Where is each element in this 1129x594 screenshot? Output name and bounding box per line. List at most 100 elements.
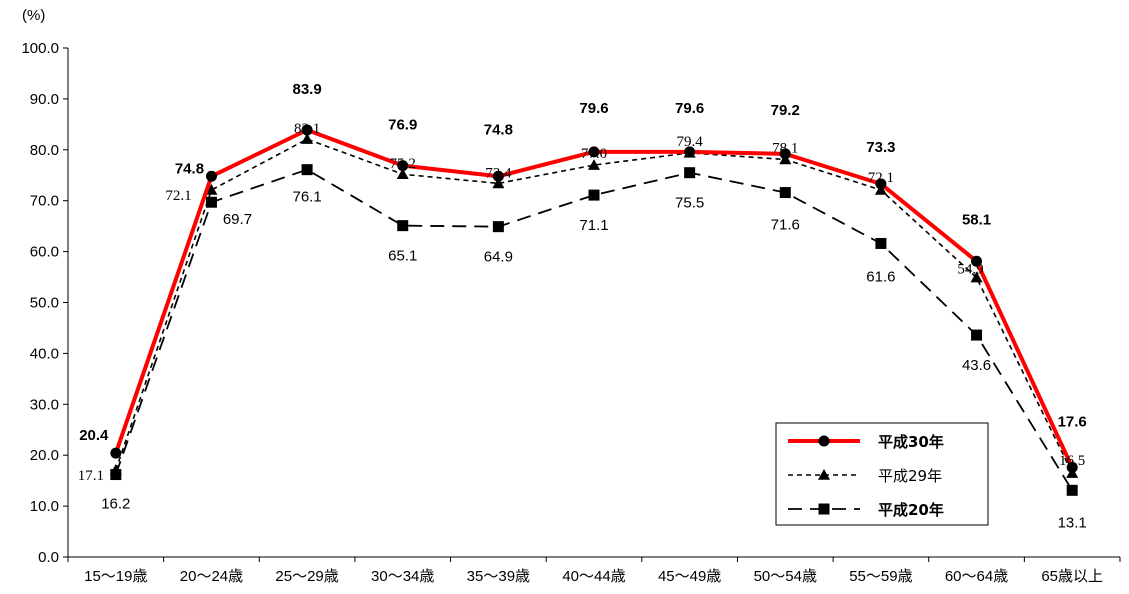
legend-marker [818, 469, 830, 480]
data-label: 78.1 [772, 140, 798, 156]
x-tick-label: 45～49歳 [658, 568, 721, 585]
data-label: 17.1 [78, 468, 104, 484]
y-tick-label: 30.0 [30, 396, 59, 413]
series-h20 [110, 164, 1078, 496]
data-label: 71.1 [579, 217, 608, 234]
series-line [114, 168, 1073, 491]
y-tick-label: 100.0 [21, 40, 59, 57]
data-label: 72.1 [868, 170, 894, 186]
data-point [205, 184, 218, 195]
data-point [492, 177, 505, 189]
data-label: 54.9 [957, 262, 983, 278]
data-label: 65.1 [388, 248, 417, 265]
data-label: 58.1 [962, 211, 991, 228]
data-label: 13.1 [1058, 514, 1087, 531]
data-point [588, 159, 600, 170]
data-label: 73.3 [866, 139, 895, 156]
data-label: 72.1 [165, 188, 191, 204]
legend-label: 平成29年 [878, 467, 942, 485]
data-point [110, 447, 122, 459]
data-point [874, 184, 887, 195]
data-label: 76.1 [292, 189, 321, 206]
data-label: 73.4 [485, 165, 512, 181]
data-label: 43.6 [962, 357, 991, 374]
x-tick-label: 25～29歳 [275, 568, 338, 585]
series-line [113, 127, 1074, 469]
data-point [684, 167, 696, 179]
data-point [397, 220, 409, 232]
data-point [1066, 484, 1078, 496]
data-point [971, 329, 983, 341]
data-point [684, 146, 696, 158]
data-point [875, 178, 887, 190]
data-label: 79.6 [579, 100, 608, 117]
data-point [301, 164, 313, 176]
data-label: 79.6 [675, 100, 704, 117]
data-point [588, 146, 600, 158]
data-point [301, 133, 314, 144]
x-tick-label: 30～34歳 [371, 568, 434, 585]
y-tick-label: 60.0 [30, 244, 59, 261]
x-tick-label: 55～59歳 [849, 568, 912, 585]
x-tick-label: 65歳以上 [1041, 568, 1103, 585]
data-point [875, 237, 887, 249]
x-tick-label: 50～54歳 [754, 568, 817, 585]
legend-marker [818, 435, 830, 447]
y-tick-label: 90.0 [30, 91, 59, 108]
data-label: 16.2 [101, 496, 130, 513]
data-point [301, 124, 313, 136]
data-label: 17.6 [1058, 413, 1087, 430]
y-tick-label: 20.0 [30, 447, 59, 464]
data-label: 75.5 [675, 195, 704, 212]
y-tick-label: 10.0 [30, 498, 59, 515]
data-label: 69.7 [223, 211, 252, 228]
y-tick-label: 0.0 [38, 549, 59, 566]
y-axis-ticks: 0.0 10.0 20.0 30.0 40.0 50.0 60.0 70.0 80.0 90.0 1… [21, 40, 68, 566]
y-axis-unit: (%) [22, 7, 45, 24]
x-tick-label: 40～44歳 [562, 568, 625, 585]
data-label: 79.2 [771, 102, 800, 119]
data-label: 20.4 [79, 427, 109, 444]
data-point [1066, 461, 1078, 473]
data-label: 76.9 [388, 117, 417, 134]
data-label: 16.5 [1059, 453, 1085, 469]
series-h30 [110, 124, 1078, 473]
data-point [397, 160, 409, 172]
data-point [205, 196, 217, 208]
data-label: 75.2 [390, 156, 416, 172]
data-label: 74.8 [484, 121, 513, 138]
x-tick-label: 60～64歳 [945, 568, 1008, 585]
data-point [779, 148, 791, 160]
data-point [588, 189, 600, 201]
series-layer [109, 124, 1079, 496]
legend-marker [818, 503, 830, 515]
y-tick-label: 50.0 [30, 295, 59, 312]
data-label: 71.6 [771, 217, 800, 234]
y-tick-label: 70.0 [30, 193, 59, 210]
data-point [492, 170, 504, 182]
series-line [115, 138, 1073, 474]
data-point [205, 170, 217, 182]
data-label: 74.8 [175, 160, 204, 177]
data-point [970, 271, 983, 283]
legend-label: 平成20年 [878, 501, 944, 519]
x-tick-label: 20～24歳 [180, 568, 243, 585]
data-point [109, 463, 122, 475]
data-label: 82.1 [294, 121, 320, 137]
legend-label: 平成30年 [878, 433, 944, 451]
data-labels: 20.4 74.8 83.9 76.9 74.8 79.6 79.6 79.2 73.3 58.1… [78, 81, 1087, 531]
x-tick-label: 35～39歳 [467, 568, 530, 585]
data-label: 77.0 [581, 146, 607, 162]
data-point [779, 187, 791, 199]
data-label: 64.9 [484, 249, 513, 266]
x-axis-ticks: 15～19歳 20～24歳 25～29歳 30～34歳 35～39歳 40～44歳 45～4… [67, 557, 1121, 585]
x-tick-label: 15～19歳 [84, 568, 147, 585]
data-point [492, 221, 504, 233]
data-label: 79.4 [677, 134, 704, 150]
data-point [971, 255, 983, 267]
y-tick-label: 80.0 [30, 142, 59, 159]
data-label: 83.9 [292, 81, 321, 98]
data-point [396, 168, 409, 180]
